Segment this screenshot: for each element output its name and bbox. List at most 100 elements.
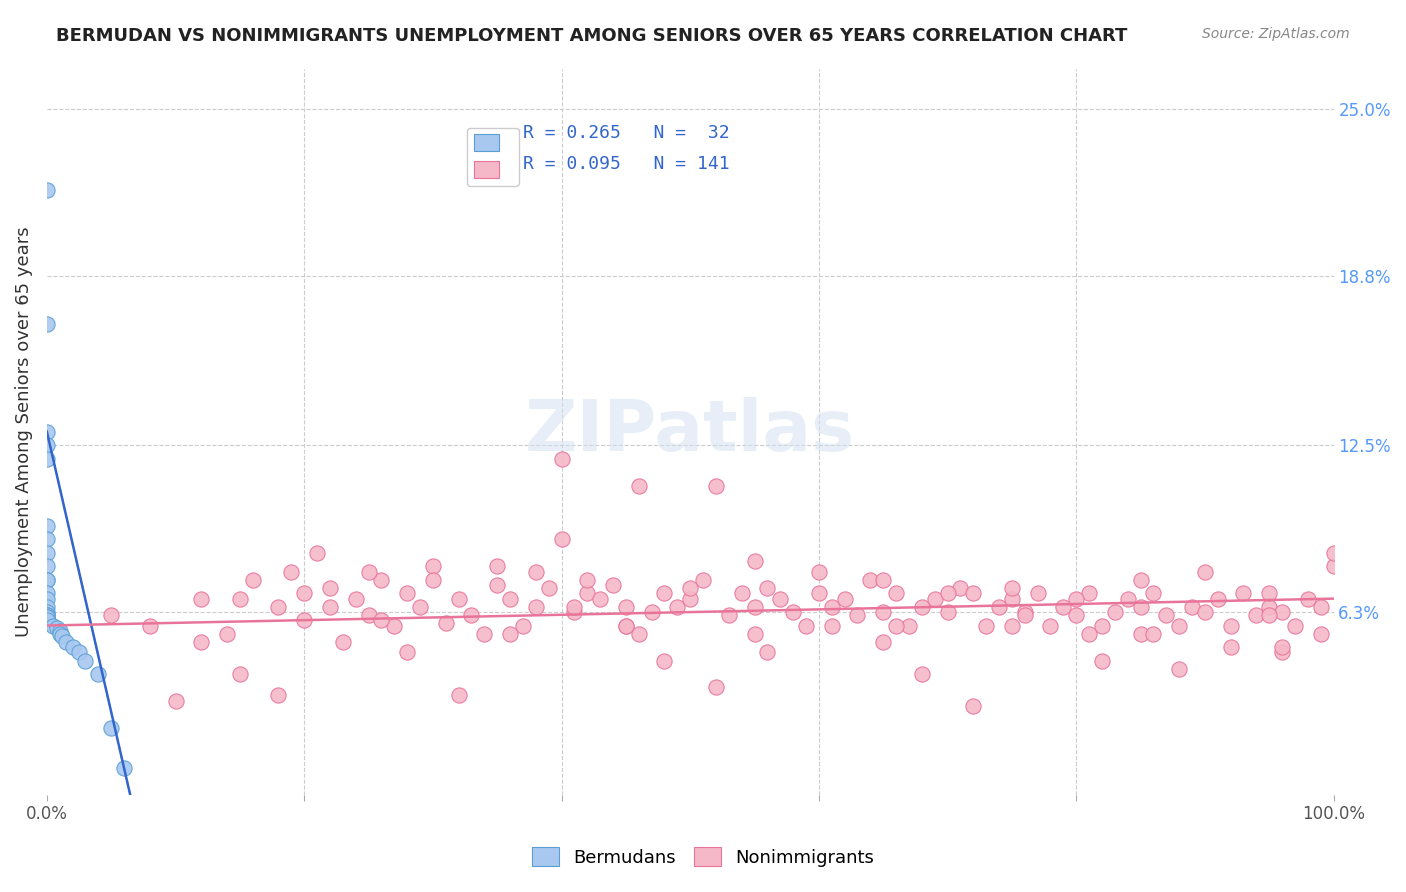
Point xyxy=(936,586,959,600)
Point xyxy=(794,618,817,632)
Point xyxy=(1052,599,1074,614)
Point xyxy=(834,591,856,606)
Point xyxy=(744,626,766,640)
Point xyxy=(859,573,882,587)
Point xyxy=(1014,607,1036,622)
Point xyxy=(936,605,959,619)
Point xyxy=(962,699,984,714)
Point xyxy=(35,599,58,614)
Point xyxy=(1258,586,1281,600)
Point xyxy=(35,573,58,587)
Point xyxy=(704,681,727,695)
Point xyxy=(1271,640,1294,654)
Point xyxy=(756,645,779,659)
Point xyxy=(1168,662,1191,676)
Point xyxy=(1181,599,1204,614)
Point xyxy=(396,645,419,659)
Point xyxy=(344,591,367,606)
Point xyxy=(602,578,624,592)
Point xyxy=(422,573,444,587)
Point xyxy=(35,546,58,560)
Point xyxy=(1104,605,1126,619)
Point xyxy=(1078,626,1101,640)
Point xyxy=(100,721,122,735)
Point xyxy=(499,626,522,640)
Point xyxy=(49,626,72,640)
Point xyxy=(190,591,212,606)
Point xyxy=(357,607,380,622)
Point xyxy=(409,599,432,614)
Point xyxy=(1091,653,1114,667)
Point xyxy=(897,618,920,632)
Point xyxy=(1258,607,1281,622)
Point xyxy=(139,618,162,632)
Point xyxy=(769,591,792,606)
Point xyxy=(807,586,830,600)
Point xyxy=(1232,586,1254,600)
Point xyxy=(872,634,894,648)
Point xyxy=(564,605,586,619)
Point xyxy=(42,618,65,632)
Point xyxy=(35,183,58,197)
Point xyxy=(614,618,637,632)
Text: ZIPatlas: ZIPatlas xyxy=(524,397,855,467)
Point xyxy=(267,689,290,703)
Point xyxy=(717,607,740,622)
Point xyxy=(1194,565,1216,579)
Point xyxy=(1154,607,1177,622)
Point xyxy=(524,565,547,579)
Point xyxy=(1219,618,1241,632)
Point xyxy=(1039,618,1062,632)
Legend: Bermudans, Nonimmigrants: Bermudans, Nonimmigrants xyxy=(524,840,882,874)
Point xyxy=(974,618,997,632)
Point xyxy=(35,610,58,624)
Point xyxy=(35,438,58,452)
Text: R = 0.265   N =  32: R = 0.265 N = 32 xyxy=(523,123,730,142)
Point xyxy=(846,607,869,622)
Point xyxy=(962,586,984,600)
Text: R = 0.095   N = 141: R = 0.095 N = 141 xyxy=(523,155,730,173)
Point xyxy=(46,621,69,635)
Point xyxy=(654,653,676,667)
Point xyxy=(576,573,599,587)
Text: BERMUDAN VS NONIMMIGRANTS UNEMPLOYMENT AMONG SENIORS OVER 65 YEARS CORRELATION C: BERMUDAN VS NONIMMIGRANTS UNEMPLOYMENT A… xyxy=(56,27,1128,45)
Point xyxy=(744,599,766,614)
Point xyxy=(499,591,522,606)
Point xyxy=(821,618,844,632)
Point xyxy=(460,607,482,622)
Point xyxy=(1309,626,1331,640)
Y-axis label: Unemployment Among Seniors over 65 years: Unemployment Among Seniors over 65 years xyxy=(15,227,32,637)
Point xyxy=(307,546,329,560)
Point xyxy=(576,586,599,600)
Point xyxy=(267,599,290,614)
Point xyxy=(679,591,702,606)
Point xyxy=(447,689,470,703)
Point xyxy=(35,425,58,439)
Point xyxy=(782,605,804,619)
Point xyxy=(1322,559,1344,574)
Point xyxy=(1271,605,1294,619)
Point xyxy=(35,607,58,622)
Point xyxy=(35,533,58,547)
Point xyxy=(1078,586,1101,600)
Point xyxy=(51,629,73,643)
Point xyxy=(884,618,907,632)
Point xyxy=(67,645,90,659)
Point xyxy=(1142,626,1164,640)
Point xyxy=(35,607,58,622)
Point xyxy=(537,581,560,595)
Point xyxy=(112,761,135,775)
Point xyxy=(382,618,405,632)
Point xyxy=(744,554,766,568)
Point xyxy=(35,605,58,619)
Point xyxy=(100,607,122,622)
Point xyxy=(589,591,612,606)
Point xyxy=(190,634,212,648)
Point xyxy=(396,586,419,600)
Point xyxy=(1194,605,1216,619)
Point xyxy=(988,599,1011,614)
Point xyxy=(35,451,58,466)
Point xyxy=(35,586,58,600)
Point xyxy=(524,599,547,614)
Point xyxy=(911,599,934,614)
